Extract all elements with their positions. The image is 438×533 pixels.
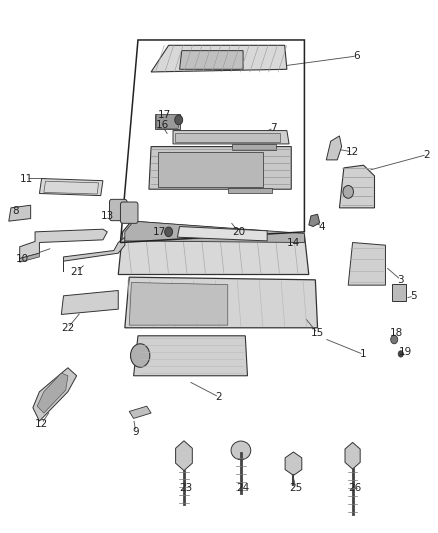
Polygon shape bbox=[129, 282, 228, 325]
Polygon shape bbox=[326, 136, 342, 160]
Text: 13: 13 bbox=[101, 211, 114, 221]
Polygon shape bbox=[309, 214, 320, 227]
Polygon shape bbox=[20, 229, 107, 259]
Text: 9: 9 bbox=[132, 427, 139, 437]
Polygon shape bbox=[125, 277, 318, 328]
Polygon shape bbox=[20, 253, 39, 262]
Text: 18: 18 bbox=[390, 328, 403, 338]
Text: 14: 14 bbox=[287, 238, 300, 247]
Text: 5: 5 bbox=[410, 291, 417, 301]
Circle shape bbox=[343, 185, 353, 198]
Circle shape bbox=[165, 227, 173, 237]
Text: 19: 19 bbox=[399, 347, 412, 357]
Circle shape bbox=[131, 344, 150, 367]
Text: 21: 21 bbox=[70, 267, 83, 277]
Polygon shape bbox=[151, 45, 287, 72]
Polygon shape bbox=[285, 452, 302, 475]
Bar bbox=[232, 144, 276, 150]
Text: 12: 12 bbox=[35, 419, 48, 429]
Text: 25: 25 bbox=[289, 483, 302, 492]
Text: 24: 24 bbox=[237, 483, 250, 492]
Polygon shape bbox=[33, 368, 77, 421]
Circle shape bbox=[391, 335, 398, 344]
Polygon shape bbox=[118, 221, 309, 274]
Text: 11: 11 bbox=[20, 174, 33, 183]
Polygon shape bbox=[134, 336, 247, 376]
Text: 12: 12 bbox=[346, 147, 359, 157]
Polygon shape bbox=[348, 243, 385, 285]
Text: 17: 17 bbox=[158, 110, 171, 119]
Text: 15: 15 bbox=[311, 328, 324, 338]
Text: 4: 4 bbox=[318, 222, 325, 231]
FancyBboxPatch shape bbox=[110, 199, 127, 221]
Text: 20: 20 bbox=[232, 227, 245, 237]
Polygon shape bbox=[39, 179, 103, 196]
Bar bbox=[155, 114, 180, 129]
Polygon shape bbox=[125, 221, 304, 243]
Polygon shape bbox=[177, 227, 267, 241]
FancyBboxPatch shape bbox=[156, 115, 179, 128]
Text: 2: 2 bbox=[215, 392, 223, 402]
Polygon shape bbox=[129, 406, 151, 418]
Polygon shape bbox=[37, 373, 68, 413]
Polygon shape bbox=[180, 51, 243, 69]
Polygon shape bbox=[339, 165, 374, 208]
Text: 7: 7 bbox=[270, 123, 277, 133]
Bar bbox=[392, 284, 406, 301]
Polygon shape bbox=[64, 237, 125, 272]
Bar bbox=[158, 152, 263, 187]
Polygon shape bbox=[149, 147, 291, 189]
Text: 3: 3 bbox=[397, 275, 404, 285]
Polygon shape bbox=[61, 290, 118, 314]
Text: 17: 17 bbox=[153, 227, 166, 237]
Text: 1: 1 bbox=[360, 350, 367, 359]
Text: 23: 23 bbox=[180, 483, 193, 492]
Polygon shape bbox=[9, 205, 31, 221]
Circle shape bbox=[398, 351, 403, 357]
Text: 22: 22 bbox=[61, 323, 74, 333]
Polygon shape bbox=[173, 131, 289, 144]
Text: 2: 2 bbox=[424, 150, 431, 159]
Text: 10: 10 bbox=[15, 254, 28, 263]
Bar bbox=[175, 133, 280, 142]
Text: 6: 6 bbox=[353, 51, 360, 61]
Polygon shape bbox=[345, 442, 360, 469]
Bar bbox=[228, 188, 272, 193]
Circle shape bbox=[175, 115, 183, 125]
Text: 8: 8 bbox=[12, 206, 19, 215]
Ellipse shape bbox=[231, 441, 251, 459]
Text: 16: 16 bbox=[155, 120, 169, 130]
Text: 26: 26 bbox=[348, 483, 361, 492]
Polygon shape bbox=[176, 441, 192, 471]
FancyBboxPatch shape bbox=[120, 202, 138, 223]
